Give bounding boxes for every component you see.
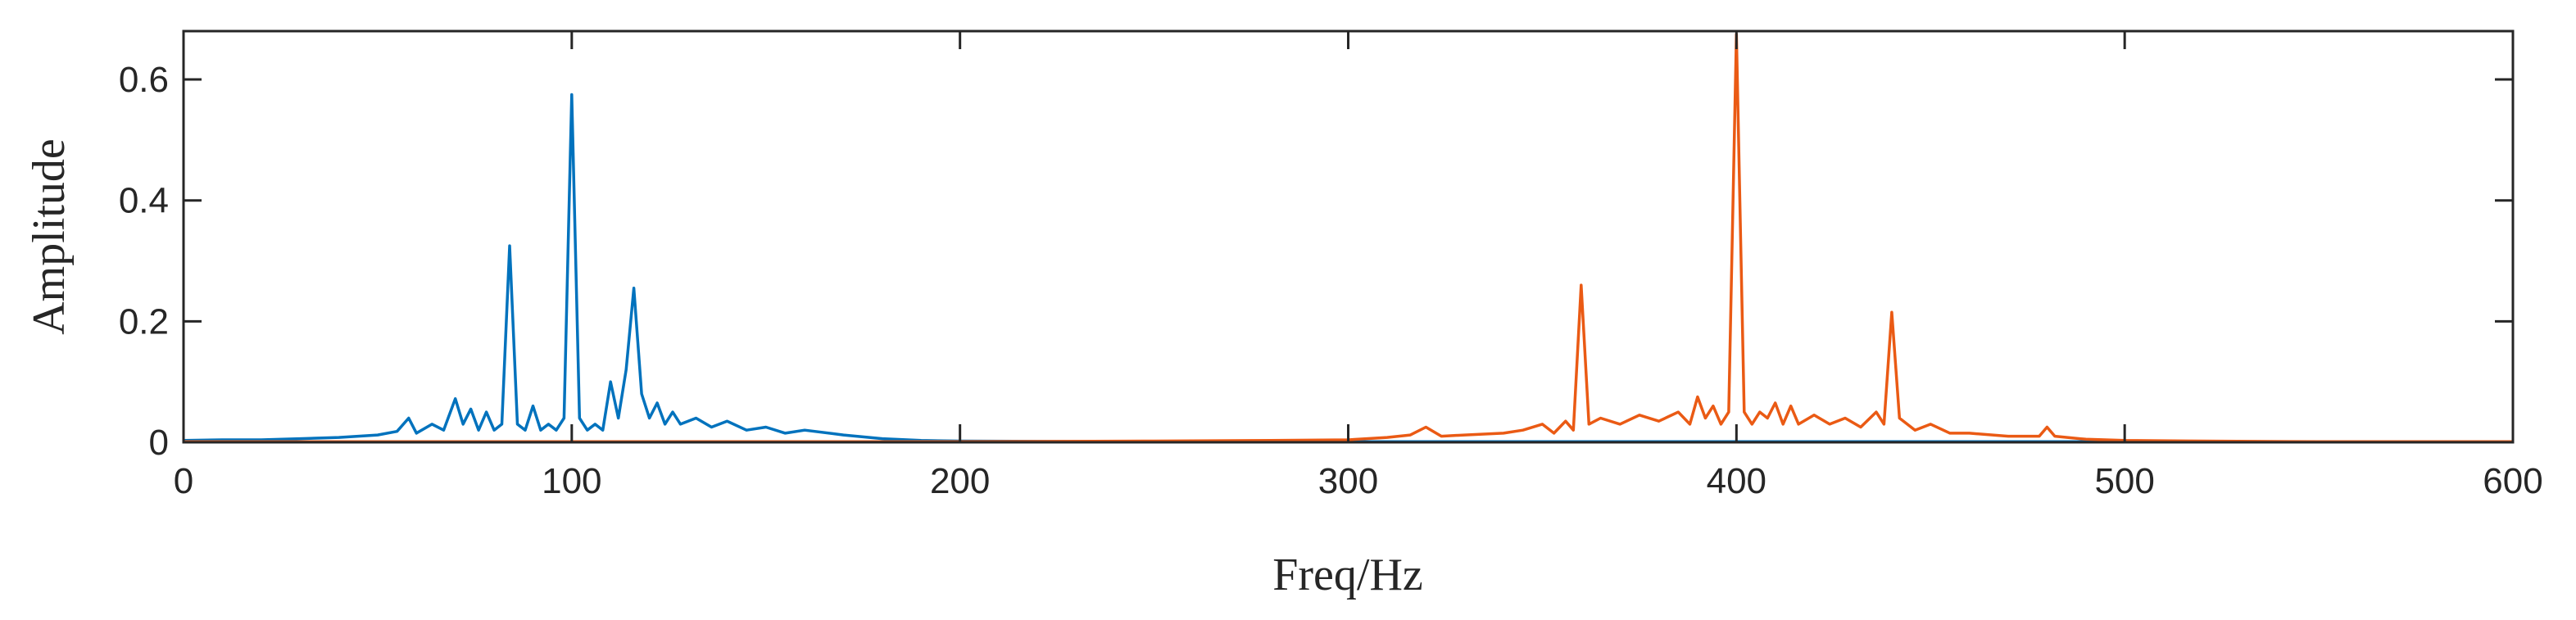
y-tick-label: 0.4	[119, 181, 169, 221]
tick-layer: 0 100 200 300 400 500 600 0 0.2 0.4 0.6	[119, 31, 2543, 501]
y-axis-label: Amplitude	[24, 138, 75, 335]
y-tick-label: 0.6	[119, 60, 169, 100]
x-tick-label: 0	[174, 461, 193, 501]
x-tick-label: 300	[1318, 461, 1378, 501]
series-line-2	[184, 32, 2513, 444]
y-tick-label: 0.2	[119, 301, 169, 342]
x-tick-label: 100	[542, 461, 601, 501]
y-tick-label: 0	[149, 423, 169, 463]
x-tick-label: 400	[1707, 461, 1766, 501]
series-layer	[183, 32, 2513, 444]
series-line-1	[183, 93, 2513, 444]
x-tick-label: 500	[2094, 461, 2154, 501]
x-tick-label: 600	[2483, 461, 2542, 501]
x-axis-label: Freq/Hz	[1272, 550, 1423, 600]
x-tick-label: 200	[930, 461, 990, 501]
